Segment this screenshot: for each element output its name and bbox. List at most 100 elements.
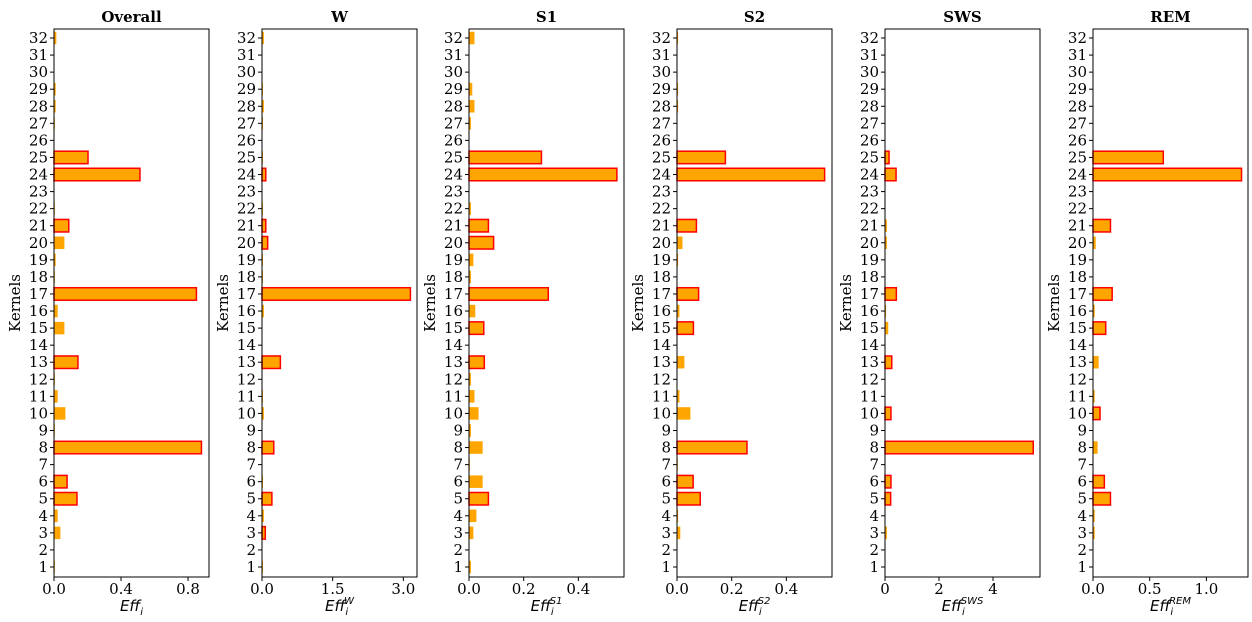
bar-kernel-18 [469,270,471,284]
bar-kernel-25 [884,150,890,165]
bar-kernel-5 [261,491,273,506]
bar-kernel-16 [1093,304,1095,318]
y-tick-label: 13 [652,353,671,371]
y-tick-label: 32 [29,29,48,47]
y-tick-label: 24 [444,166,463,184]
y-tick-label: 17 [444,285,463,303]
bar-kernel-15 [885,321,889,335]
y-tick-label: 20 [1068,234,1087,252]
bar-kernel-16 [262,304,264,318]
bar-kernel-20 [677,236,683,250]
subplot-title: W [330,8,349,26]
y-tick-label: 30 [444,63,463,81]
subplot-rem: 1234567891011121314151617181920212223242… [1045,8,1249,618]
bar-kernel-27 [469,117,471,130]
y-tick-label: 19 [237,251,256,269]
axes-frame [53,28,210,578]
y-tick-label: 17 [860,285,879,303]
y-tick-label: 3 [661,524,671,542]
y-tick-label: 32 [444,29,463,47]
bar-kernel-19 [677,253,679,267]
bar-kernel-8 [53,440,203,455]
axes-frame [261,28,418,578]
y-tick-label: 26 [29,131,48,149]
subplot-s2: 1234567891011121314151617181920212223242… [629,8,833,618]
y-tick-label: 28 [860,97,879,115]
bar-kernel-15 [1092,321,1107,336]
x-tick-label: 0.5 [1138,580,1162,598]
subplot-title: REM [1150,8,1191,26]
y-tick-label: 1 [661,558,671,576]
y-tick-label: 29 [29,80,48,98]
x-axis-label: EffiW [325,596,355,618]
y-tick-label: 21 [860,217,879,235]
y-tick-label: 19 [444,251,463,269]
bar-kernel-5 [53,491,78,506]
y-tick-label: 4 [1077,507,1087,525]
bar-kernel-10 [1092,406,1101,421]
y-tick-label: 10 [444,404,463,422]
y-tick-label: 11 [652,387,671,405]
y-tick-label: 5 [453,490,463,508]
y-tick-label: 8 [38,439,48,457]
y-tick-label: 2 [246,541,256,559]
y-tick-label: 17 [1068,285,1087,303]
bar-kernel-32 [262,31,264,45]
y-axis-label: Kernels [629,274,647,332]
bar-kernel-24 [261,167,267,182]
bar-kernel-13 [1093,355,1099,369]
y-axis-label: Kernels [6,274,24,332]
x-tick-label: 3.0 [391,580,415,598]
y-tick-label: 5 [661,490,671,508]
y-axis-label: Kernels [837,274,855,332]
bar-kernel-24 [676,167,826,182]
y-tick-label: 31 [444,46,463,64]
bar-kernel-10 [262,407,264,420]
bar-kernel-1 [469,560,471,574]
y-tick-label: 1 [1077,558,1087,576]
y-tick-label: 30 [1068,63,1087,81]
y-tick-label: 14 [652,336,671,354]
bar-kernel-3 [885,526,887,540]
y-tick-label: 20 [237,234,256,252]
bar-kernel-3 [1093,526,1095,540]
y-tick-label: 21 [237,217,256,235]
x-axis-label: EffiS2 [739,596,771,618]
bar-kernel-24 [468,167,618,182]
y-tick-label: 16 [860,302,879,320]
x-tick-label: 0.2 [512,580,536,598]
y-tick-label: 15 [1068,319,1087,337]
y-tick-label: 20 [652,234,671,252]
axes-frame [1092,28,1249,578]
bar-kernel-21 [53,218,70,233]
bar-kernel-20 [54,236,65,250]
bar-kernel-5 [468,491,490,506]
y-tick-label: 2 [1077,541,1087,559]
bar-kernel-15 [676,321,695,336]
axes-frame [676,28,833,578]
y-tick-label: 6 [661,473,671,491]
bar-kernel-21 [676,218,698,233]
y-tick-label: 9 [453,421,463,439]
y-tick-label: 7 [869,456,879,474]
y-tick-label: 20 [29,234,48,252]
y-tick-label: 9 [1077,421,1087,439]
y-tick-label: 24 [860,166,879,184]
y-tick-label: 31 [652,46,671,64]
y-tick-label: 9 [661,421,671,439]
y-tick-label: 17 [237,285,256,303]
bar-kernel-17 [884,286,898,301]
y-tick-label: 30 [860,63,879,81]
bar-kernel-21 [1092,218,1112,233]
y-tick-label: 20 [860,234,879,252]
y-tick-label: 14 [1068,336,1087,354]
bar-kernel-10 [54,407,66,420]
y-tick-label: 13 [237,353,256,371]
bar-kernel-25 [1092,150,1165,165]
y-tick-label: 14 [237,336,256,354]
y-tick-label: 11 [444,387,463,405]
y-tick-label: 3 [453,524,463,542]
y-tick-label: 12 [237,370,256,388]
bar-kernel-24 [1092,167,1243,182]
bar-kernel-25 [468,150,543,165]
